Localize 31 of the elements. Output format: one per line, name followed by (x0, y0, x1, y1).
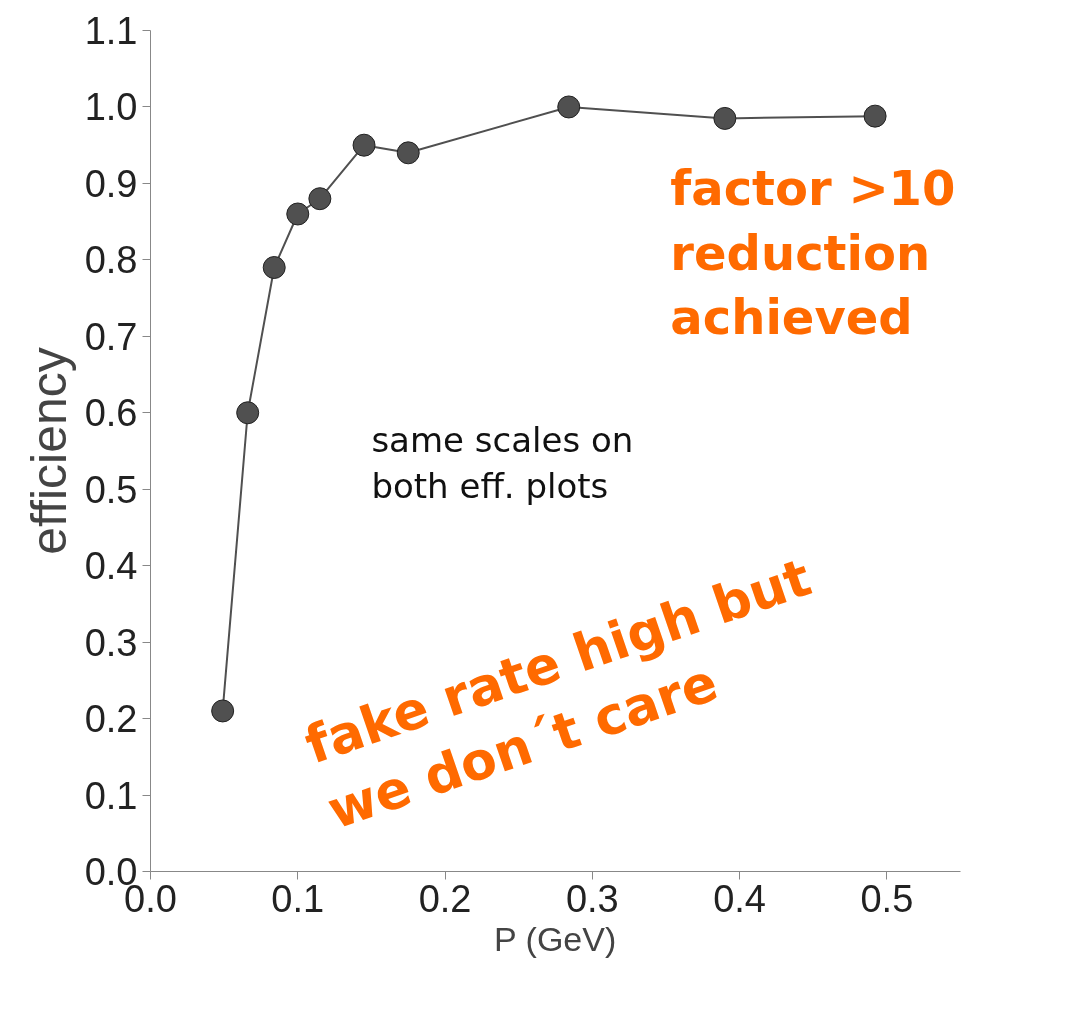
x-tick-label: 0.3 (565, 877, 619, 920)
point (262, 256, 286, 279)
y-tick-label: 0.7 (84, 315, 138, 358)
x-tick-label: 0.1 (271, 877, 325, 920)
x-tick-label: 0.4 (713, 877, 767, 920)
y-tick-label: 0.6 (84, 392, 138, 435)
y-tick-label: 0.9 (84, 162, 138, 205)
y-tick-label: 0.8 (84, 239, 138, 282)
y-tick-label: 1.0 (84, 86, 138, 129)
point (863, 104, 887, 128)
point (211, 699, 235, 723)
y-tick-label: 0.1 (84, 774, 138, 817)
x-tick-label: 0.2 (418, 877, 472, 920)
point (713, 106, 737, 130)
y-tick-label: 1.1 (84, 10, 138, 52)
annotation: fake rate high but we don´t care (297, 547, 819, 841)
x-tick-label: 0.5 (860, 877, 914, 920)
y-tick-label: 0.4 (84, 545, 138, 588)
annotation: same scales on both eff. plots (371, 420, 634, 507)
y-axis-title: efficiency (20, 347, 77, 555)
y-tick-label: 0.2 (84, 698, 138, 741)
point (236, 401, 260, 425)
point (557, 95, 581, 119)
y-tick-label: 0.5 (84, 468, 138, 511)
point (286, 202, 310, 226)
point (352, 133, 376, 157)
annotation: factor >10 reduction achieved (670, 160, 956, 346)
point (308, 187, 332, 211)
y-tick-label: 0.3 (84, 621, 138, 664)
point (396, 141, 420, 165)
x-axis-title: P (GeV) (494, 919, 617, 958)
